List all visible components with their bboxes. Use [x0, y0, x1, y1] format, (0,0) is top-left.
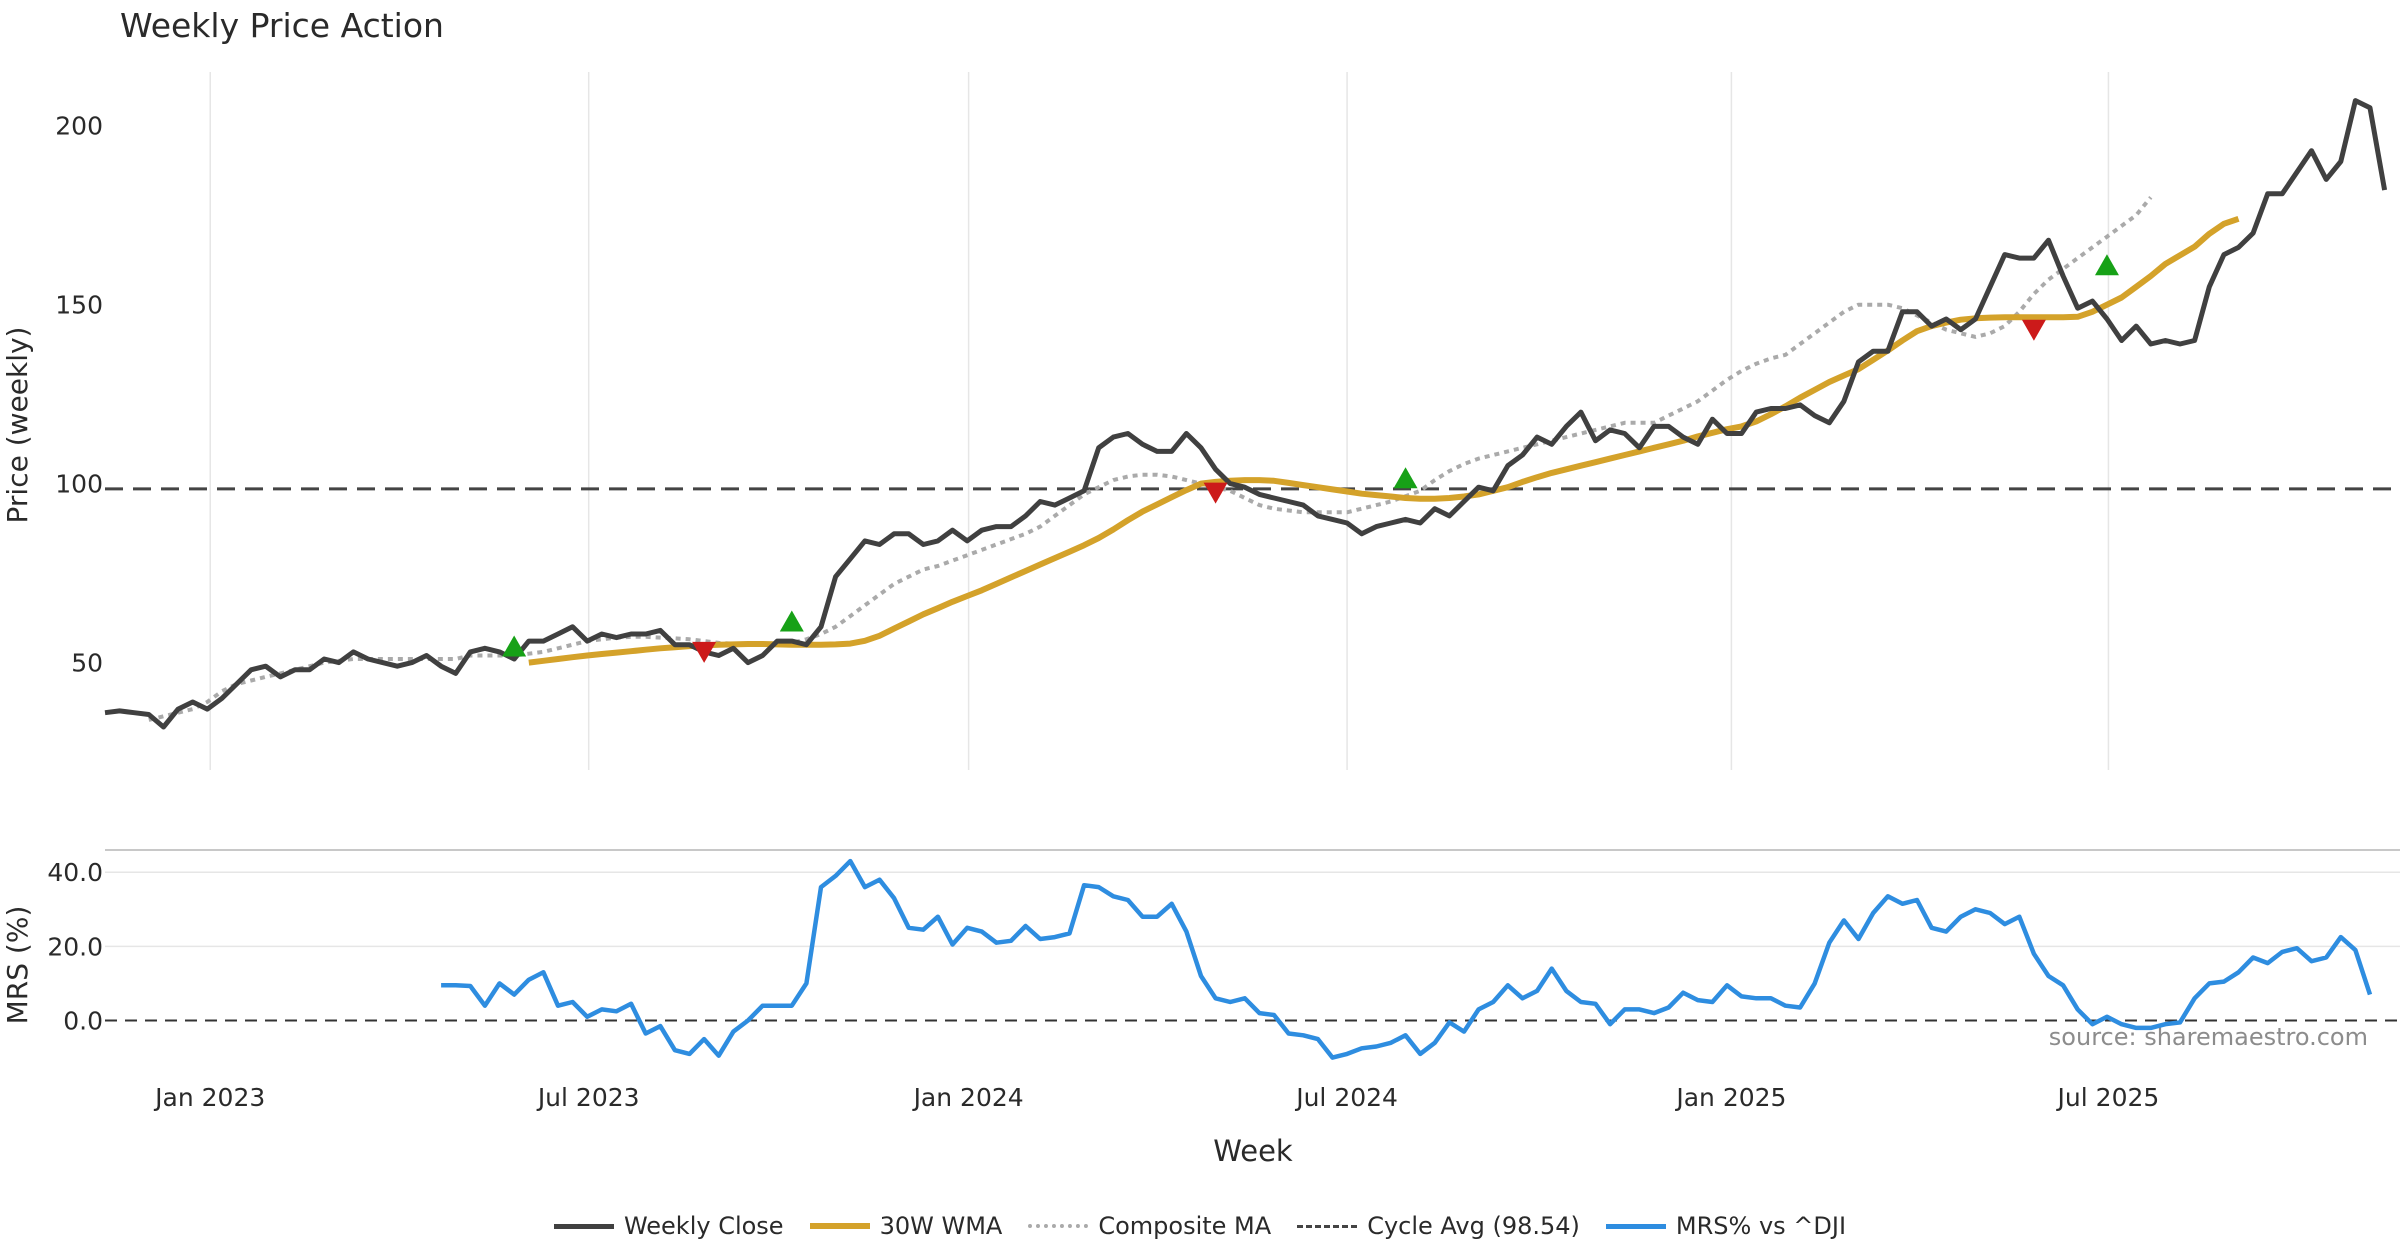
- price-grid: 50 100 150 200: [55, 72, 2110, 770]
- buy-signal-marker-2: [1393, 467, 1418, 489]
- weekly-close-series: [104, 98, 2388, 730]
- price-marks: [104, 98, 2400, 730]
- sell-signal-marker-2: [2021, 319, 2046, 341]
- x-tick-label-0: Jan 2023: [153, 1083, 265, 1112]
- legend-item-wma: 30W WMA: [809, 1212, 1003, 1240]
- chart-title: Weekly Price Action: [120, 6, 444, 45]
- mrs-y-tick-2: 40.0: [47, 858, 103, 887]
- mrs-y-tick-0: 0.0: [63, 1007, 103, 1036]
- price-y-tick-1: 100: [55, 470, 103, 499]
- buy-signal-marker-3: [2094, 254, 2119, 276]
- legend-label-cycle: Cycle Avg (98.54): [1367, 1212, 1580, 1240]
- mrs-y-tick-1: 20.0: [47, 932, 103, 961]
- price-y-axis-label: Price (weekly): [1, 327, 34, 524]
- x-tick-label-5: Jul 2025: [2056, 1083, 2160, 1112]
- x-axis-label: Week: [1213, 1134, 1293, 1168]
- sell-signal-marker-0: [692, 641, 717, 663]
- price-y-tick-2: 150: [55, 291, 103, 320]
- legend-label-wma: 30W WMA: [879, 1212, 1003, 1240]
- legend-swatch-mrs: [1605, 1223, 1666, 1229]
- legend-item-mrs: MRS% vs ^DJI: [1605, 1212, 1847, 1240]
- buy-signal-marker-0: [502, 635, 527, 657]
- mrs-grid: 0.0 20.0 40.0: [47, 849, 2400, 1036]
- x-tick-label-4: Jan 2025: [1674, 1083, 1786, 1112]
- x-tick-label-2: Jan 2024: [912, 1083, 1024, 1112]
- legend-swatch-wma: [809, 1223, 870, 1229]
- mrs-y-axis-label: MRS (%): [1, 906, 34, 1025]
- x-tick-label-3: Jul 2024: [1294, 1083, 1398, 1112]
- legend-label-mrs: MRS% vs ^DJI: [1675, 1212, 1847, 1240]
- sell-signal-marker-1: [1203, 482, 1228, 504]
- legend-item-close: Weekly Close: [553, 1212, 784, 1240]
- mrs-series: [441, 858, 2373, 1060]
- composite-ma-series: [148, 196, 2153, 722]
- legend-swatch-cycle: [1297, 1224, 1358, 1228]
- wma-series: [528, 215, 2240, 666]
- legend-item-composite: Composite MA: [1028, 1212, 1271, 1240]
- source-label: source: sharemaestro.com: [2049, 1023, 2368, 1051]
- x-tick-label-1: Jul 2023: [536, 1083, 640, 1112]
- x-axis-ticks: Jan 2023 Jul 2023 Jan 2024 Jul 2024 Jan 2025…: [153, 1083, 2159, 1112]
- legend-swatch-close: [553, 1223, 614, 1229]
- legend-label-composite: Composite MA: [1098, 1212, 1272, 1240]
- price-y-tick-0: 50: [71, 649, 103, 678]
- mrs-marks: [441, 858, 2373, 1060]
- price-y-tick-3: 200: [55, 112, 103, 141]
- buy-signal-marker-1: [779, 610, 804, 632]
- legend-item-cycle: Cycle Avg (98.54): [1297, 1212, 1580, 1240]
- legend: Weekly Close 30W WMA Composite MA Cycle …: [0, 1212, 2400, 1240]
- legend-swatch-composite: [1028, 1224, 1089, 1228]
- legend-label-close: Weekly Close: [623, 1212, 784, 1240]
